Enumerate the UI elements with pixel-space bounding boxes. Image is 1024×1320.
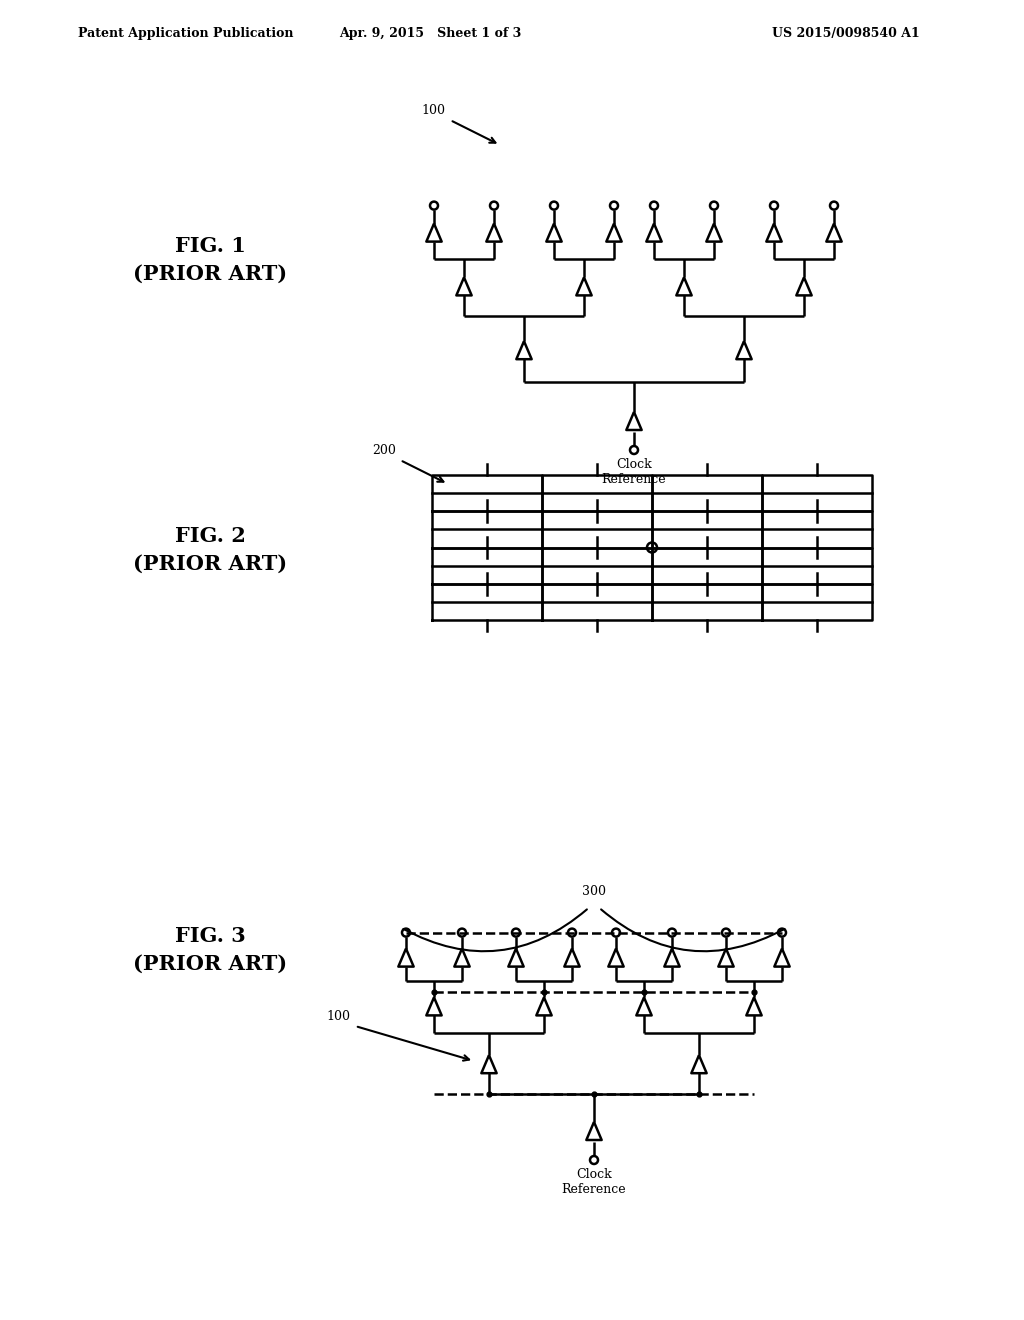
Text: FIG. 3
(PRIOR ART): FIG. 3 (PRIOR ART) bbox=[133, 927, 287, 974]
Text: Clock
Reference: Clock Reference bbox=[602, 458, 667, 486]
Text: 300: 300 bbox=[582, 884, 606, 898]
Text: FIG. 2
(PRIOR ART): FIG. 2 (PRIOR ART) bbox=[133, 525, 287, 574]
Text: US 2015/0098540 A1: US 2015/0098540 A1 bbox=[772, 26, 920, 40]
Text: 200: 200 bbox=[372, 444, 396, 457]
Text: 100: 100 bbox=[326, 1010, 350, 1023]
Text: 100: 100 bbox=[421, 104, 445, 117]
Text: Apr. 9, 2015   Sheet 1 of 3: Apr. 9, 2015 Sheet 1 of 3 bbox=[339, 26, 521, 40]
Text: Clock
Reference: Clock Reference bbox=[562, 1168, 627, 1196]
Text: FIG. 1
(PRIOR ART): FIG. 1 (PRIOR ART) bbox=[133, 236, 287, 284]
Text: Patent Application Publication: Patent Application Publication bbox=[78, 26, 294, 40]
